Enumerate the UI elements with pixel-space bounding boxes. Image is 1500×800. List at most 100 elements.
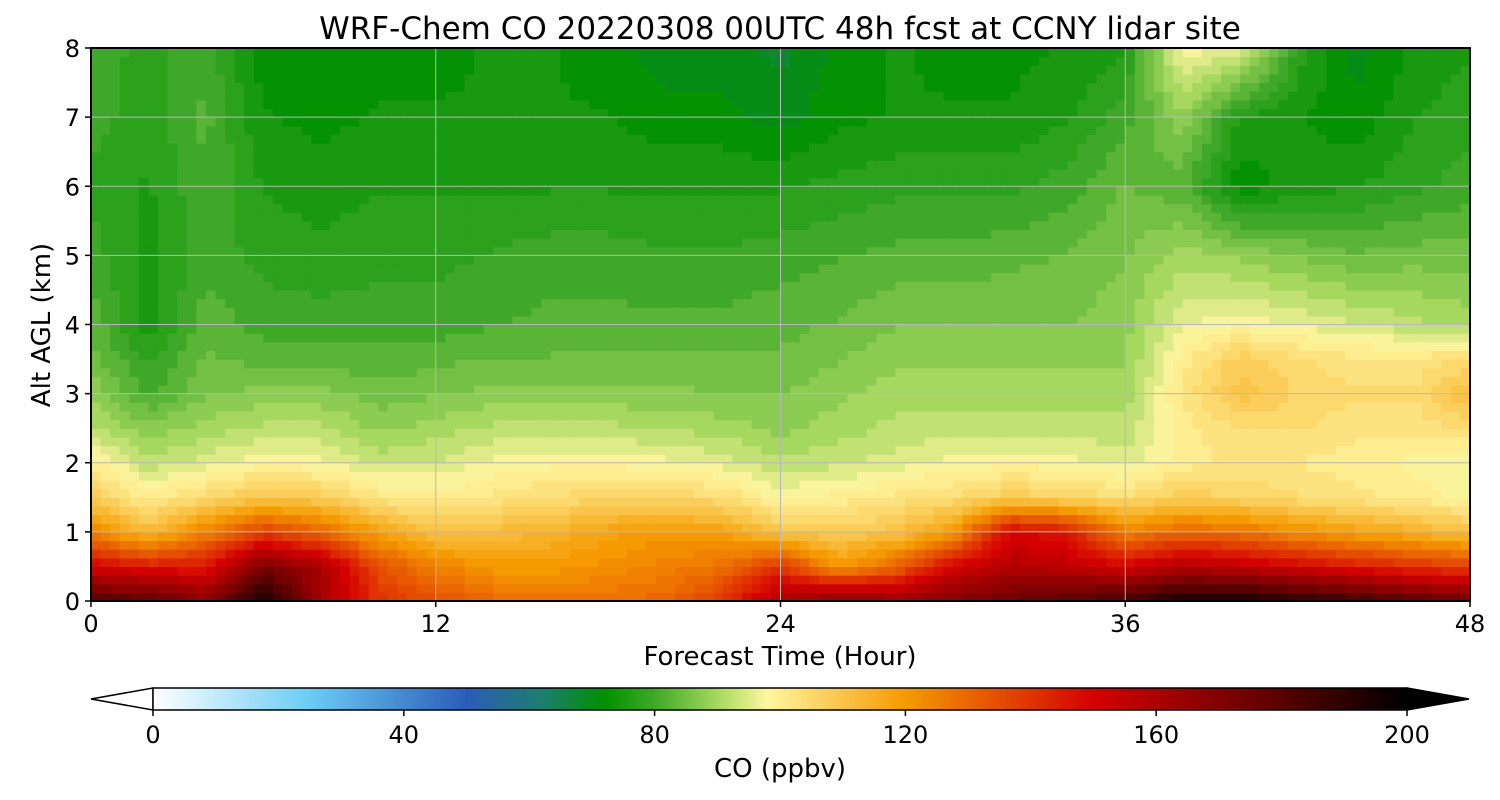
heatmap-cell [742,350,753,360]
heatmap-cell [1307,350,1318,360]
heatmap-cell [177,376,188,386]
heatmap-cell [368,350,379,360]
heatmap-cell [301,514,312,524]
heatmap-cell [330,557,341,568]
heatmap-cell [1125,445,1136,455]
heatmap-cell [205,592,217,601]
heatmap-cell [253,471,264,481]
heatmap-cell [617,315,628,326]
heatmap-cell [1345,488,1356,498]
heatmap-cell [713,592,724,601]
heatmap-cell [368,445,379,455]
heatmap-cell [1201,402,1213,412]
heatmap-cell [1144,566,1155,576]
heatmap-cell [129,523,140,533]
heatmap-cell [1010,419,1021,429]
heatmap-cell [512,436,523,447]
heatmap-cell [761,480,772,490]
heatmap-cell [1431,367,1442,377]
heatmap-cell [1335,333,1347,343]
heatmap-cell [962,376,973,386]
heatmap-cell [684,315,695,326]
heatmap-cell [732,393,743,403]
heatmap-cell [349,324,360,334]
heatmap-cell [1029,462,1040,472]
heatmap-cell [234,505,245,516]
heatmap-cell [1297,514,1308,524]
heatmap-cell [876,488,887,498]
heatmap-cell [1460,523,1470,533]
heatmap-cell [1000,540,1011,550]
heatmap-cell [1450,436,1462,447]
heatmap-cell [1259,445,1270,455]
heatmap-cell [560,436,571,447]
heatmap-cell [1115,393,1126,403]
heatmap-cell [1431,523,1442,533]
heatmap-cell [148,480,159,490]
heatmap-cell [474,367,485,377]
heatmap-cell [742,402,753,412]
heatmap-cell [981,376,992,386]
heatmap-cell [1067,454,1078,464]
heatmap-cell [253,480,264,490]
heatmap-cell [320,428,332,438]
heatmap-cell [416,454,427,464]
heatmap-cell [627,410,638,421]
heatmap-cell [1029,307,1040,317]
heatmap-cell [780,315,791,326]
heatmap-cell [952,436,964,447]
heatmap-cell [368,384,379,395]
heatmap-cell [598,324,609,334]
heatmap-cell [761,514,772,524]
heatmap-cell [483,436,494,447]
heatmap-cell [617,350,628,360]
heatmap-cell [876,566,887,576]
heatmap-cell [904,497,916,507]
heatmap-cell [1383,523,1394,533]
heatmap-cell [225,557,236,568]
heatmap-cell [1144,384,1155,395]
heatmap-cell [1355,557,1366,568]
heatmap-cell [426,523,437,533]
heatmap-cell [253,298,264,308]
heatmap-cell [1402,324,1414,334]
heatmap-cell [416,298,427,308]
heatmap-cell [560,410,571,421]
heatmap-cell [320,333,332,343]
heatmap-cell [244,393,255,403]
heatmap-cell [646,514,657,524]
heatmap-cell [119,549,130,559]
heatmap-cell [1067,575,1078,585]
heatmap-cell [1326,436,1337,447]
heatmap-cell [225,497,236,507]
heatmap-cell [1374,540,1385,550]
heatmap-cell [933,333,944,343]
heatmap-cell [100,575,111,585]
heatmap-cell [387,315,399,326]
heatmap-cell [272,428,284,438]
heatmap-cell [167,436,178,447]
heatmap-cell [1029,592,1040,601]
heatmap-cell [694,436,705,447]
heatmap-cell [914,531,925,542]
heatmap-cell [1383,497,1394,507]
heatmap-cell [1278,324,1289,334]
heatmap-cell [339,540,351,550]
heatmap-cell [770,436,782,447]
heatmap-cell [1316,462,1327,472]
heatmap-cell [818,462,829,472]
heatmap-cell [560,454,571,464]
heatmap-cell [110,557,121,568]
heatmap-cell [684,376,695,386]
heatmap-cell [617,341,628,352]
heatmap-cell [579,566,590,576]
heatmap-cell [1039,480,1050,490]
heatmap-cell [91,514,102,524]
heatmap-cell [818,505,829,516]
heatmap-cell [359,402,370,412]
heatmap-cell [1278,549,1289,559]
heatmap-cell [1134,531,1146,542]
heatmap-cell [1000,307,1011,317]
heatmap-cell [904,471,916,481]
heatmap-cell [483,462,494,472]
